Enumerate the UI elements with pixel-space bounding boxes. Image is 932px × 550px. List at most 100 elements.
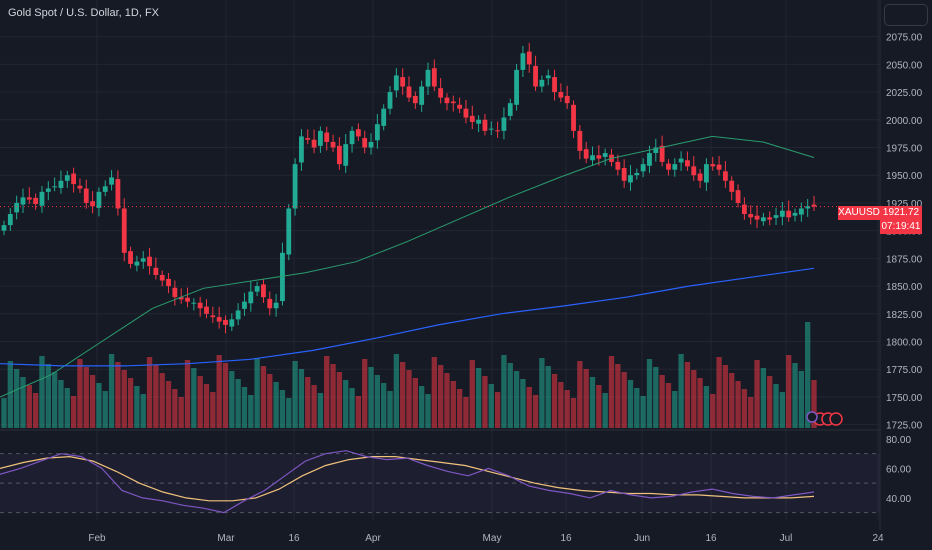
y-tick-label: 1975.00 <box>886 144 923 155</box>
volume-bar <box>735 381 741 428</box>
y-tick-label: 1775.00 <box>886 365 923 376</box>
candle <box>672 164 678 170</box>
candle <box>438 88 444 98</box>
volume-bar <box>659 375 665 428</box>
candle <box>374 124 380 141</box>
candle <box>564 95 570 104</box>
volume-bar <box>197 376 203 428</box>
toolbar-button[interactable] <box>884 4 928 26</box>
candle <box>628 175 633 183</box>
volume-bar <box>412 378 418 428</box>
countdown-tag: 07:19:41 <box>880 220 922 234</box>
volume-bar <box>140 394 146 428</box>
volume-bar <box>507 363 513 428</box>
volume-bar <box>336 372 343 428</box>
volume-bar <box>381 383 387 428</box>
candle <box>102 186 108 192</box>
volume-bar <box>767 376 773 428</box>
candle <box>792 212 798 216</box>
candle <box>210 315 216 318</box>
candle <box>64 175 70 181</box>
event-icon <box>829 412 843 426</box>
candle <box>128 251 133 264</box>
candle <box>90 201 95 207</box>
candle <box>558 92 564 98</box>
volume-bar <box>235 379 241 428</box>
candle <box>773 215 779 218</box>
candle <box>318 130 323 146</box>
volume-bar <box>115 362 121 428</box>
x-tick-label: May <box>483 533 502 544</box>
candle <box>552 77 557 93</box>
candle <box>140 258 146 262</box>
candle <box>7 214 13 226</box>
x-tick-label: 24 <box>872 533 884 544</box>
volume-bar <box>437 365 444 428</box>
candle <box>659 145 665 162</box>
candle <box>571 104 576 131</box>
volume-bar <box>786 355 792 428</box>
candle <box>685 160 690 167</box>
candle <box>520 53 526 70</box>
candle <box>811 204 817 207</box>
candle <box>216 317 222 322</box>
volume-bar <box>805 322 811 428</box>
volume-bar <box>653 367 659 428</box>
candle <box>545 75 551 79</box>
candle <box>539 79 545 87</box>
y-tick-label: 2000.00 <box>886 116 923 127</box>
volume-bar <box>665 383 672 428</box>
volume-bar <box>551 374 558 428</box>
volume-bar <box>134 386 140 428</box>
candle <box>469 115 475 122</box>
candle <box>798 208 804 215</box>
candle <box>577 130 583 151</box>
volume-bar <box>494 392 501 428</box>
volume-bar <box>387 391 393 428</box>
volume-bar <box>39 356 45 428</box>
candle <box>83 188 89 203</box>
volume-bar <box>741 389 748 428</box>
candle <box>596 155 602 159</box>
candle <box>615 161 621 170</box>
volume-bar <box>469 360 475 428</box>
candle <box>678 158 684 163</box>
x-tick-label: 16 <box>705 533 717 544</box>
volume-bar <box>330 364 336 428</box>
volume-bar <box>64 388 70 428</box>
volume-bar <box>545 366 551 428</box>
volume-bar <box>539 358 545 428</box>
volume-bar <box>58 380 64 428</box>
volume-bar <box>532 395 539 428</box>
candle <box>134 261 140 266</box>
volume-bar <box>615 364 621 428</box>
candle <box>292 164 298 209</box>
candle <box>450 101 456 104</box>
volume-bar <box>450 381 456 428</box>
candle <box>735 190 741 203</box>
candle <box>779 210 785 217</box>
candle <box>45 188 51 192</box>
candle <box>248 291 254 304</box>
candle <box>204 306 209 314</box>
volume-bar <box>89 375 96 428</box>
candle <box>501 117 507 131</box>
candle <box>393 75 399 91</box>
candle <box>457 104 463 109</box>
volume-bar <box>355 396 362 428</box>
candle <box>602 153 608 157</box>
symbol-tag: XAUUSD <box>838 206 880 220</box>
volume-bar <box>444 373 450 428</box>
volume-bar <box>279 390 286 428</box>
candle <box>368 141 374 148</box>
candle <box>741 204 747 215</box>
candle <box>305 138 311 140</box>
volume-bar <box>292 361 298 428</box>
candle <box>20 197 26 205</box>
candle <box>26 197 32 200</box>
volume-bar <box>368 367 374 428</box>
volume-bar <box>710 394 716 428</box>
event-icon <box>806 411 818 423</box>
